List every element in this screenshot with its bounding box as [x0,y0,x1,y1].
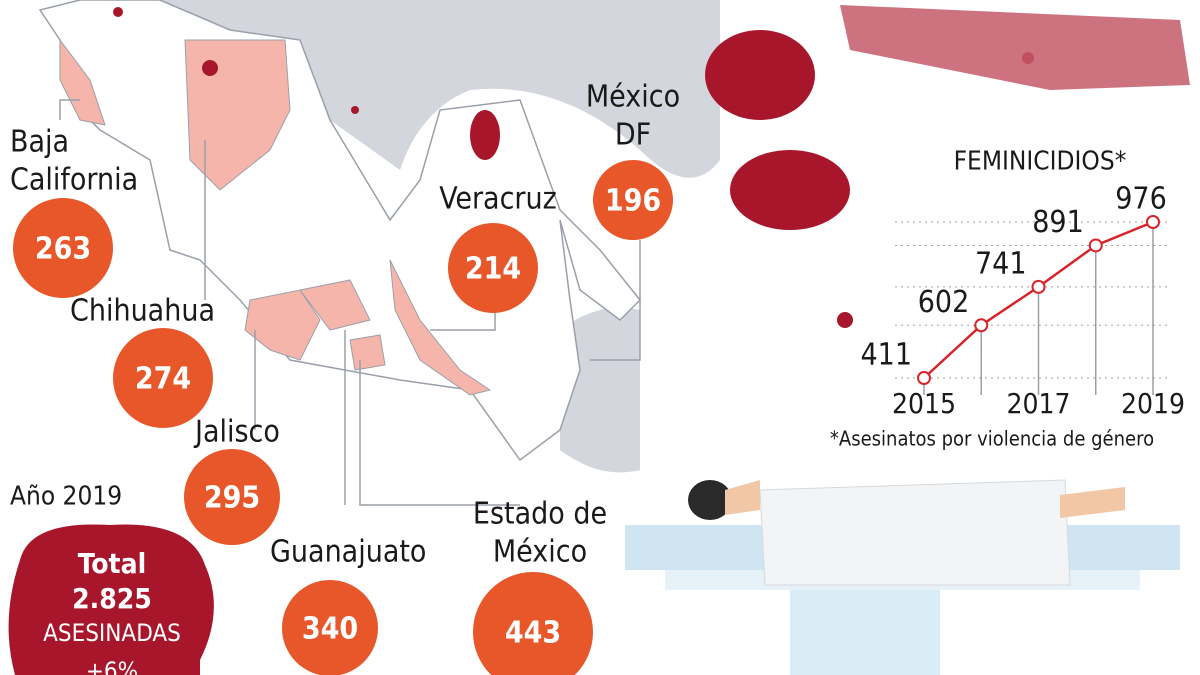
state-value: 443 [505,616,561,651]
chart-title: FEMINICIDIOS* [954,147,1127,177]
point [917,371,931,385]
state-estado-de-mexico [349,334,386,371]
state-name: Veracruz [439,182,557,217]
point [1088,238,1103,253]
state-circle [593,160,673,240]
year-label: Año 2019 [10,482,122,512]
x-tick-label: 2019 [1121,387,1185,420]
state-veracruz [389,259,492,396]
state-name: Chihuahua [70,294,215,329]
state-name: DF [615,118,651,153]
point [1146,215,1160,229]
usa-land [0,0,720,178]
state-name: Estado de [473,497,607,532]
state-value: 340 [302,612,358,647]
blood-splatter [113,7,1034,328]
x-tick-label: 2015 [892,387,956,420]
state-chihuahua [184,39,291,191]
total-badge [8,524,214,675]
total-line: 2.825 [72,582,152,615]
state-circle [13,198,113,298]
state-value: 196 [605,184,661,219]
leader-lines [59,99,641,506]
state-value: 214 [465,252,521,287]
footnote: *Asesinatos por violencia de género [830,427,1154,451]
state-value: 274 [135,362,191,397]
x-tick-label: 2017 [1006,387,1070,420]
total-line: ASESINADAS [43,619,181,647]
state-circle [113,328,213,428]
state-value: 263 [35,232,91,267]
state-circle [448,223,538,313]
state-guanajuato [299,279,371,331]
value-label: 602 [918,285,970,320]
state-circle [473,572,593,675]
state-name: Baja [10,125,69,160]
value-label: 411 [860,338,912,373]
morgue-illustration [625,479,1180,675]
state-name: México [586,80,680,115]
state-circle [184,449,280,545]
sea [560,307,640,473]
value-label: 976 [1115,182,1167,217]
state-name: Jalisco [193,415,280,450]
state-name: California [10,163,138,198]
point [1031,279,1046,294]
state-value: 295 [204,481,260,516]
state-name: México [493,535,587,570]
value-label: 891 [1032,205,1084,240]
state-circle [282,580,378,675]
state-baja-california [59,38,106,126]
point [974,318,989,333]
value-label: 741 [975,246,1027,281]
total-line: +6% [86,657,138,675]
blood-smear [840,5,1190,90]
state-name: Guanajuato [270,535,426,570]
total-line: Total [78,547,146,580]
